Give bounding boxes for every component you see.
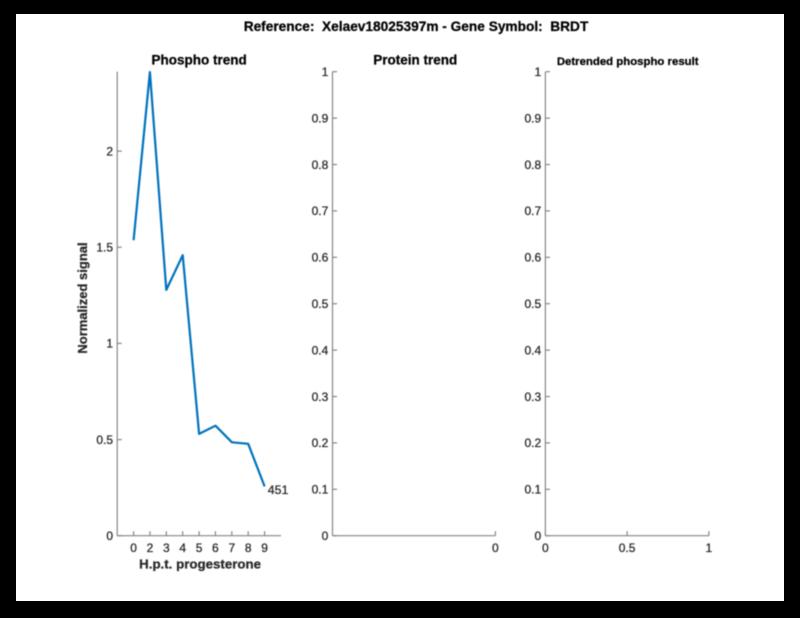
svg-text:3: 3 (163, 541, 170, 555)
svg-text:0.2: 0.2 (312, 436, 329, 450)
svg-text:7: 7 (228, 541, 235, 555)
svg-text:Normalized signal: Normalized signal (75, 242, 90, 353)
svg-text:0.2: 0.2 (525, 436, 542, 450)
svg-text:5: 5 (196, 541, 203, 555)
svg-text:8: 8 (245, 541, 252, 555)
svg-text:0.8: 0.8 (312, 158, 329, 172)
svg-text:0.5: 0.5 (96, 433, 113, 447)
svg-text:Detrended phospho result: Detrended phospho result (557, 56, 699, 68)
svg-text:0.6: 0.6 (525, 251, 542, 265)
svg-text:1: 1 (106, 337, 113, 351)
svg-text:1.5: 1.5 (96, 241, 113, 255)
svg-text:1: 1 (706, 541, 713, 555)
svg-text:9: 9 (261, 541, 268, 555)
svg-text:0: 0 (542, 541, 549, 555)
svg-text:451: 451 (268, 483, 289, 497)
svg-text:0.4: 0.4 (525, 343, 542, 357)
svg-text:Protein trend: Protein trend (373, 53, 457, 68)
svg-text:0.4: 0.4 (312, 343, 329, 357)
svg-text:0: 0 (322, 529, 329, 543)
svg-text:4: 4 (179, 541, 186, 555)
svg-text:2: 2 (106, 144, 113, 158)
svg-text:6: 6 (212, 541, 219, 555)
svg-text:0.7: 0.7 (525, 204, 542, 218)
svg-text:0.9: 0.9 (312, 111, 329, 125)
svg-text:0.6: 0.6 (312, 251, 329, 265)
svg-text:0.5: 0.5 (525, 297, 542, 311)
svg-text:1: 1 (322, 65, 329, 79)
svg-text:Phospho trend: Phospho trend (151, 53, 246, 68)
svg-text:0.8: 0.8 (525, 158, 542, 172)
svg-text:0.1: 0.1 (525, 483, 542, 497)
svg-text:0.5: 0.5 (312, 297, 329, 311)
svg-text:0: 0 (130, 541, 137, 555)
svg-text:0.3: 0.3 (312, 390, 329, 404)
svg-text:2: 2 (147, 541, 154, 555)
svg-text:H.p.t. progesterone: H.p.t. progesterone (139, 556, 261, 571)
svg-text:0.3: 0.3 (525, 390, 542, 404)
svg-text:0.9: 0.9 (525, 111, 542, 125)
svg-text:0.1: 0.1 (312, 483, 329, 497)
svg-text:0: 0 (492, 541, 499, 555)
svg-text:1: 1 (535, 65, 542, 79)
svg-text:Reference: Xelaev18025397m -: Reference: Xelaev18025397m - Gene Symbol… (244, 19, 589, 34)
svg-text:0: 0 (535, 529, 542, 543)
svg-text:0: 0 (106, 529, 113, 543)
svg-text:0.5: 0.5 (619, 541, 636, 555)
svg-text:0.7: 0.7 (312, 204, 329, 218)
